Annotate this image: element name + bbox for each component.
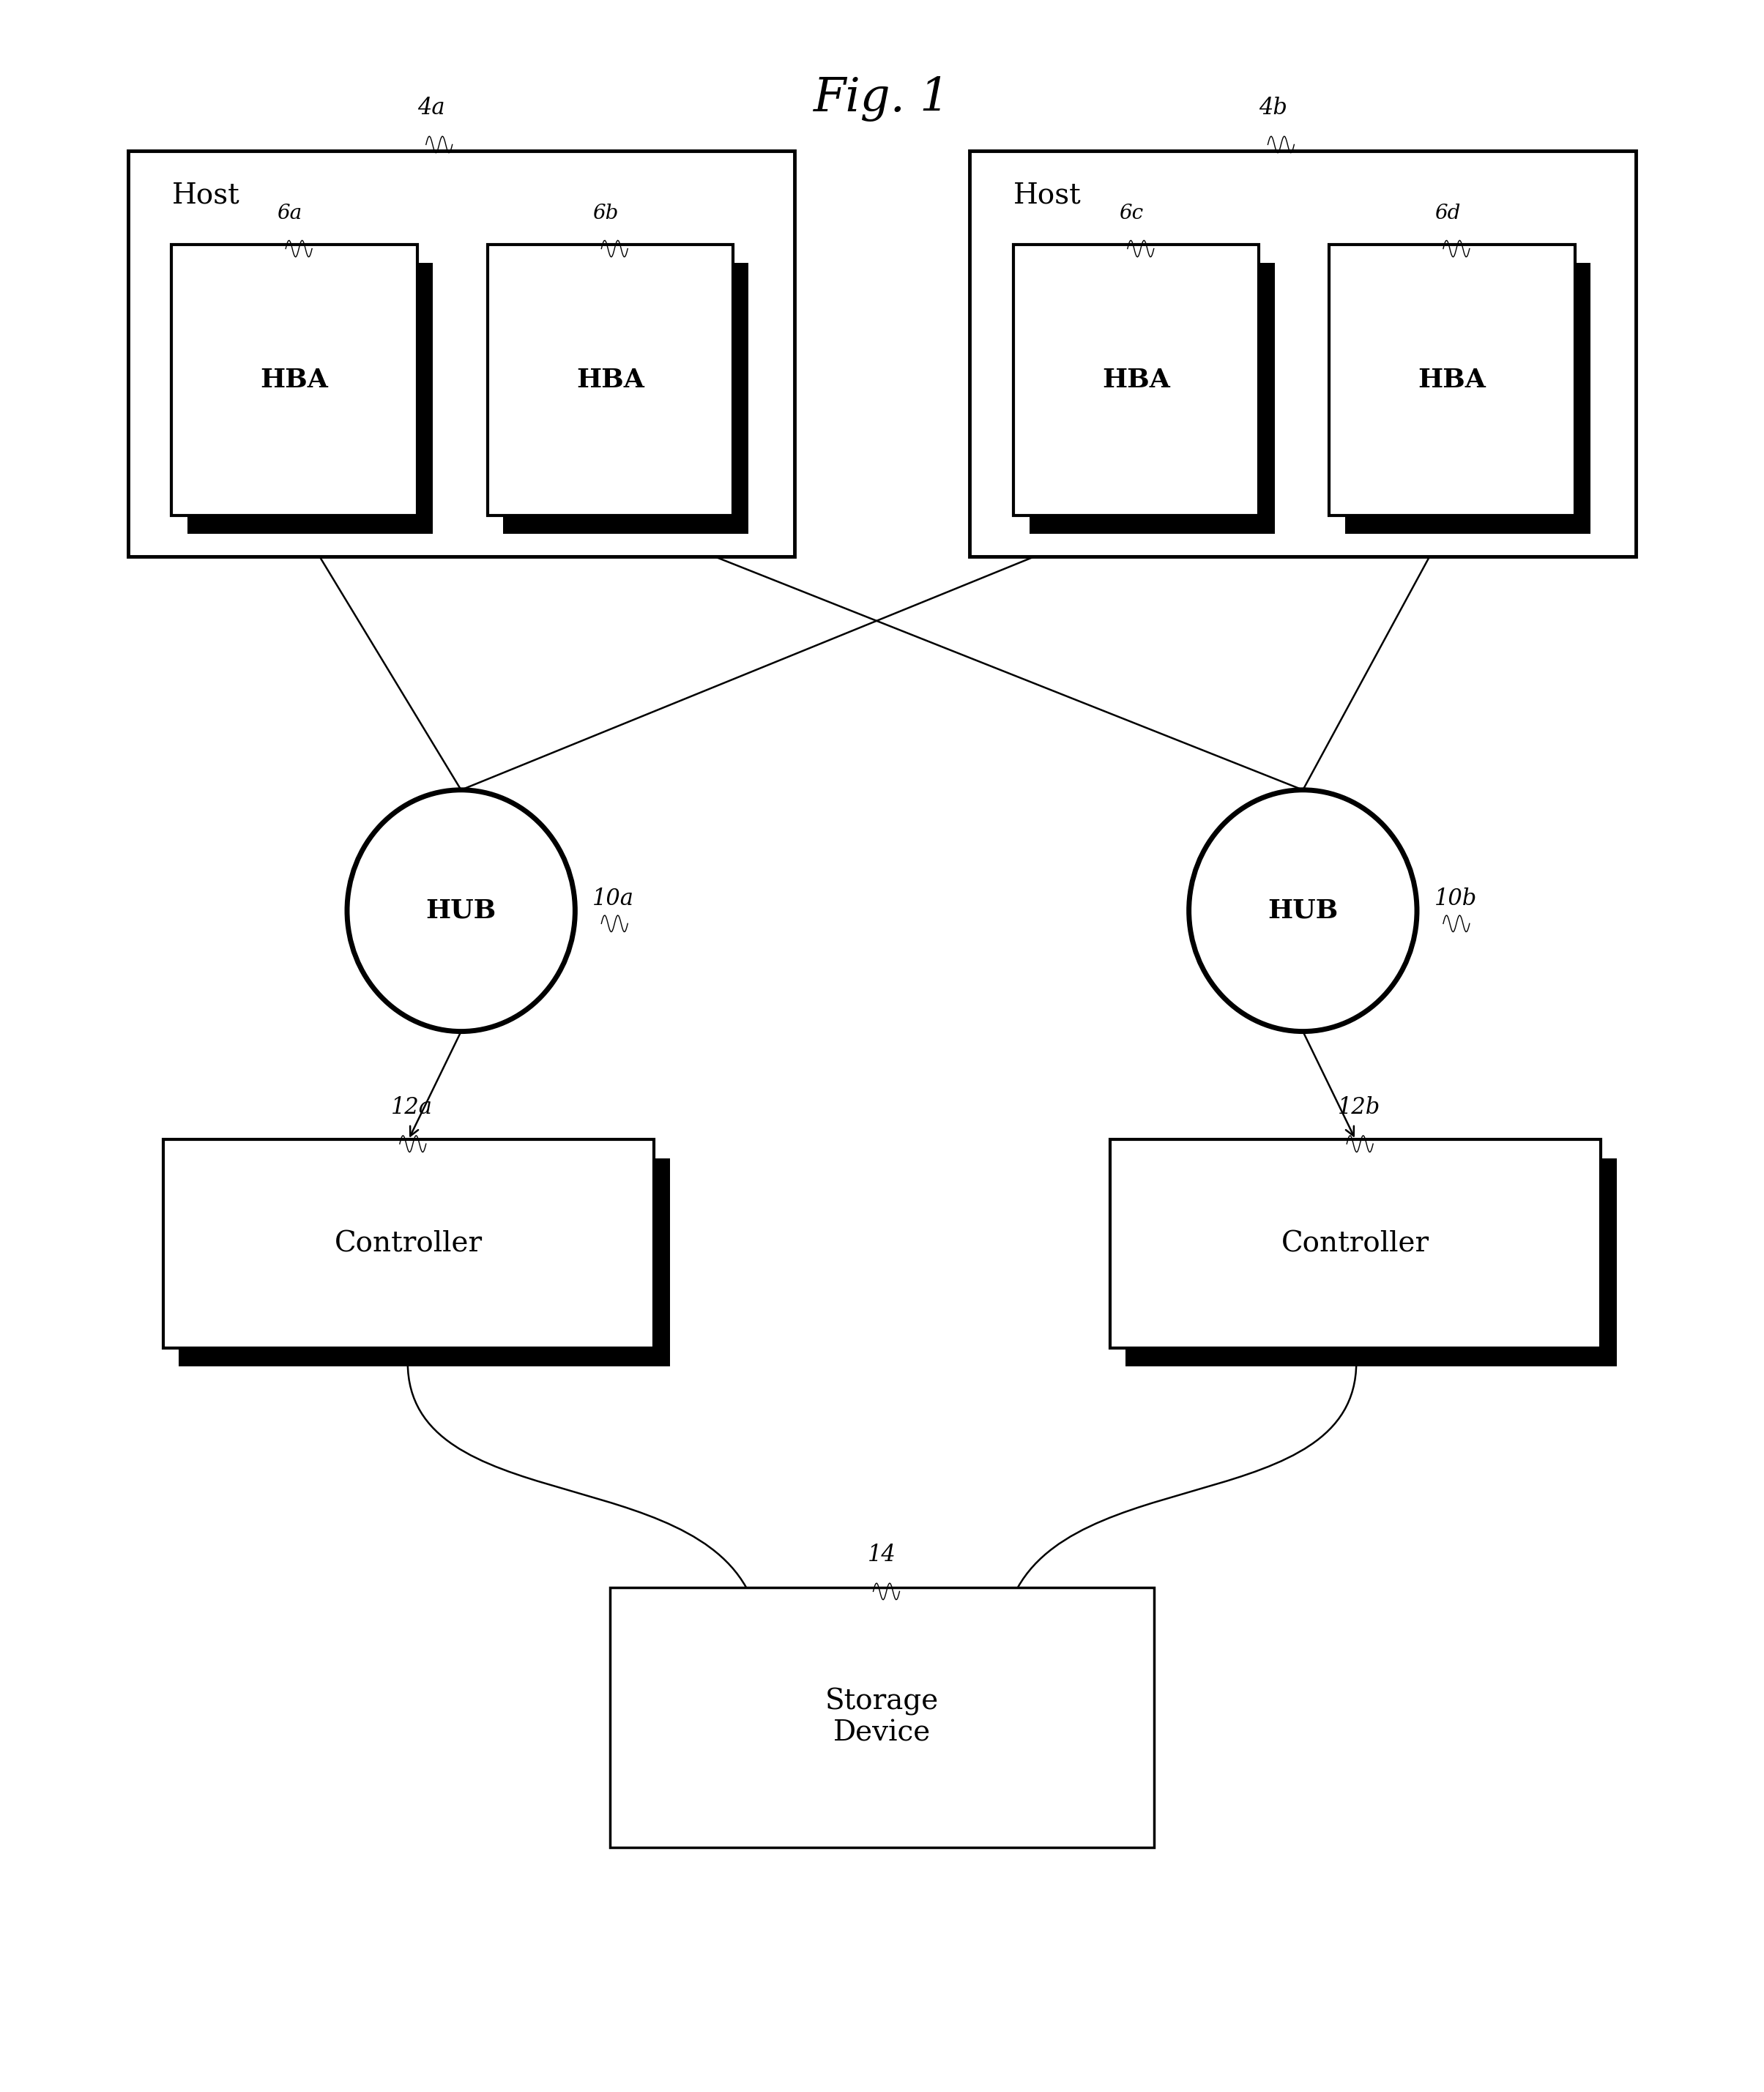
Bar xyxy=(1030,264,1275,533)
Text: 6b: 6b xyxy=(593,203,619,224)
Text: 12b: 12b xyxy=(1339,1096,1381,1119)
Ellipse shape xyxy=(1189,791,1416,1031)
Ellipse shape xyxy=(348,791,575,1031)
Bar xyxy=(610,1588,1154,1847)
Text: HBA: HBA xyxy=(577,368,644,393)
Text: Host: Host xyxy=(171,182,240,209)
Text: 4b: 4b xyxy=(1259,96,1288,119)
Bar xyxy=(162,1140,654,1347)
Text: HBA: HBA xyxy=(261,368,328,393)
Text: 4a: 4a xyxy=(418,96,445,119)
Bar xyxy=(1125,1159,1618,1366)
Text: 10b: 10b xyxy=(1434,887,1476,910)
Text: HBA: HBA xyxy=(1102,368,1170,393)
Text: 6c: 6c xyxy=(1118,203,1143,224)
Text: HUB: HUB xyxy=(425,897,496,923)
Text: Controller: Controller xyxy=(1281,1230,1429,1257)
Bar xyxy=(178,1159,670,1366)
Bar xyxy=(1014,245,1259,515)
Text: 14: 14 xyxy=(868,1544,896,1567)
Bar xyxy=(1330,245,1575,515)
Text: Host: Host xyxy=(1014,182,1081,209)
Text: Controller: Controller xyxy=(335,1230,483,1257)
Bar xyxy=(171,245,418,515)
Text: HUB: HUB xyxy=(1268,897,1339,923)
Bar xyxy=(1110,1140,1602,1347)
Text: 6d: 6d xyxy=(1434,203,1461,224)
Text: 6a: 6a xyxy=(277,203,302,224)
Bar xyxy=(970,151,1637,556)
Text: 12a: 12a xyxy=(392,1096,432,1119)
Bar xyxy=(127,151,794,556)
Bar xyxy=(487,245,732,515)
Text: 10a: 10a xyxy=(593,887,635,910)
Text: Fig. 1: Fig. 1 xyxy=(813,75,951,121)
Bar xyxy=(1344,264,1591,533)
Text: HBA: HBA xyxy=(1418,368,1485,393)
Bar xyxy=(187,264,432,533)
Text: Storage
Device: Storage Device xyxy=(826,1688,938,1747)
Bar xyxy=(503,264,748,533)
